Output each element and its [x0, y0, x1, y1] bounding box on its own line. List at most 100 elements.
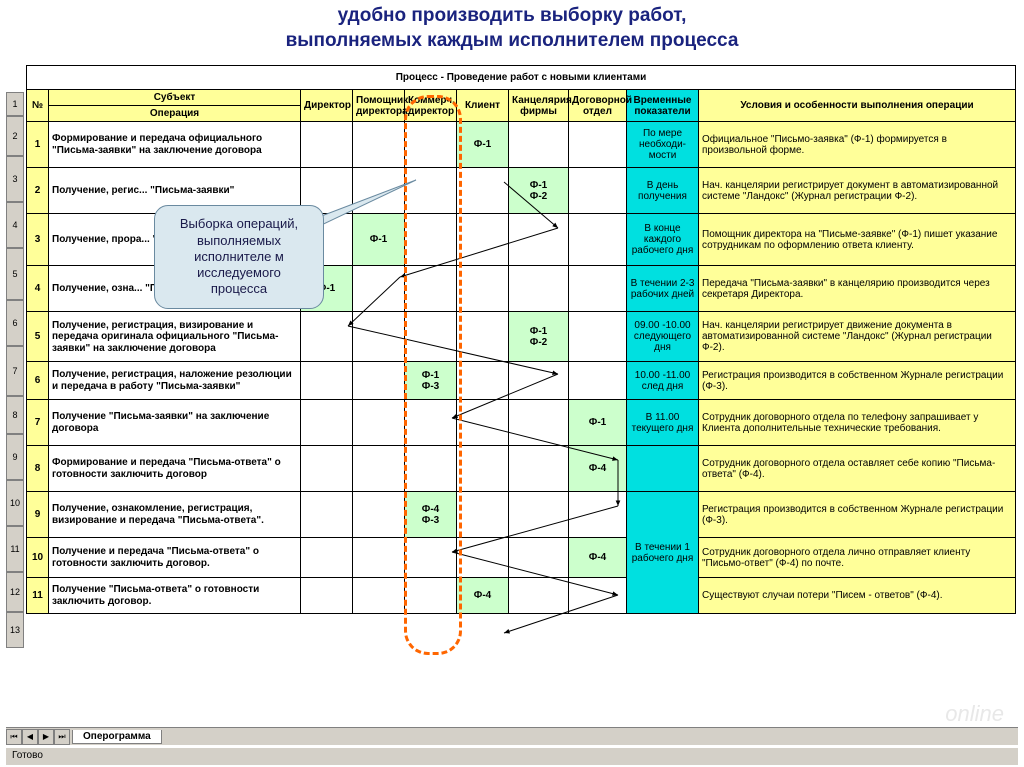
actor-cell [405, 312, 457, 362]
row-num: 8 [27, 446, 49, 492]
hdr-operation: Операция [49, 106, 301, 122]
actor-cell [509, 538, 569, 578]
row-num: 3 [27, 214, 49, 266]
time-cell: В день получения [627, 168, 699, 214]
actor-cell [569, 312, 627, 362]
condition-cell: Официальное "Письмо-заявка" (Ф-1) формир… [699, 122, 1016, 168]
table-row: 1Формирование и передача официального "П… [27, 122, 1016, 168]
condition-cell: Существуют случаи потери "Писем - ответо… [699, 578, 1016, 614]
table-row: 5Получение, регистрация, визирование и п… [27, 312, 1016, 362]
condition-cell: Передача "Письма-заявки" в канцелярию пр… [699, 266, 1016, 312]
actor-cell [301, 538, 353, 578]
actor-cell [509, 578, 569, 614]
actor-cell: Ф-1 Ф-3 [405, 362, 457, 400]
time-cell: В конце каждого рабочего дня [627, 214, 699, 266]
operation-cell: Получение "Письма-заявки" на заключение … [49, 400, 301, 446]
hdr-subject: Субъект [49, 90, 301, 106]
time-cell: В течении 2-3 рабочих дней [627, 266, 699, 312]
time-cell: В 11.00 текущего дня [627, 400, 699, 446]
condition-cell: Сотрудник договорного отдела лично отпра… [699, 538, 1016, 578]
hdr-actor-5: Договорной отдел [569, 90, 627, 122]
row-num: 9 [27, 492, 49, 538]
process-table: Процесс - Проведение работ с новыми клие… [26, 65, 1016, 614]
tab-next-btn[interactable]: ▶ [38, 729, 54, 745]
actor-cell [353, 400, 405, 446]
row-header[interactable]: 5 [6, 248, 24, 300]
process-title: Процесс - Проведение работ с новыми клие… [27, 66, 1016, 90]
actor-cell [457, 446, 509, 492]
title-line-2: выполняемых каждым исполнителем процесса [0, 29, 1024, 54]
table-row: 11Получение "Письма-ответа" о готовности… [27, 578, 1016, 614]
table-row: 10Получение и передача "Письма-ответа" о… [27, 538, 1016, 578]
actor-cell [569, 362, 627, 400]
row-header[interactable]: 10 [6, 480, 24, 526]
hdr-actor-2: Коммерч. директор [405, 90, 457, 122]
operation-cell: Получение "Письма-ответа" о готовности з… [49, 578, 301, 614]
row-num: 10 [27, 538, 49, 578]
row-header[interactable]: 8 [6, 396, 24, 434]
row-header[interactable]: 9 [6, 434, 24, 480]
actor-cell: Ф-1 Ф-2 [509, 312, 569, 362]
row-header[interactable]: 4 [6, 202, 24, 248]
actor-cell: Ф-1 [457, 122, 509, 168]
table-row: 7Получение "Письма-заявки" на заключение… [27, 400, 1016, 446]
table-row: 6Получение, регистрация, наложение резол… [27, 362, 1016, 400]
actor-cell [353, 266, 405, 312]
table-row: 9Получение, ознакомление, регистрация, в… [27, 492, 1016, 538]
actor-cell [353, 538, 405, 578]
row-header[interactable]: 7 [6, 346, 24, 396]
time-cell [627, 446, 699, 492]
actor-cell [457, 492, 509, 538]
row-header[interactable]: 13 [6, 612, 24, 648]
actor-cell [509, 214, 569, 266]
hdr-actor-0: Директор [301, 90, 353, 122]
table-body: 1Формирование и передача официального "П… [27, 122, 1016, 614]
row-header[interactable]: 11 [6, 526, 24, 572]
condition-cell: Регистрация производится в собственном Ж… [699, 362, 1016, 400]
actor-cell [509, 362, 569, 400]
actor-cell [457, 214, 509, 266]
row-num: 1 [27, 122, 49, 168]
actor-cell [301, 122, 353, 168]
title-line-1: удобно производить выборку работ, [0, 4, 1024, 29]
tab-last-btn[interactable]: ⏭ [54, 729, 70, 745]
condition-cell: Сотрудник договорного отдела оставляет с… [699, 446, 1016, 492]
actor-cell [353, 492, 405, 538]
time-cell: В течении 1 рабочего дня [627, 492, 699, 614]
actor-cell: Ф-1 Ф-2 [509, 168, 569, 214]
actor-cell [457, 538, 509, 578]
sheet-tab-active[interactable]: Оперограмма [72, 730, 162, 744]
page-title-area: удобно производить выборку работ, выполн… [0, 0, 1024, 65]
operation-cell: Формирование и передача "Письма-ответа" … [49, 446, 301, 492]
actor-cell [457, 362, 509, 400]
tab-first-btn[interactable]: ⏮ [6, 729, 22, 745]
operation-cell: Получение, ознакомление, регистрация, ви… [49, 492, 301, 538]
actor-cell [509, 446, 569, 492]
time-cell: По мере необходи-мости [627, 122, 699, 168]
condition-cell: Регистрация производится в собственном Ж… [699, 492, 1016, 538]
row-num: 11 [27, 578, 49, 614]
actor-cell: Ф-4 [569, 538, 627, 578]
operation-cell: Формирование и передача официального "Пи… [49, 122, 301, 168]
time-cell: 09.00 -10.00 следующего дня [627, 312, 699, 362]
condition-cell: Нач. канцелярии регистрирует движение до… [699, 312, 1016, 362]
condition-cell: Сотрудник договорного отдела по телефону… [699, 400, 1016, 446]
operation-cell: Получение, регистрация, визирование и пе… [49, 312, 301, 362]
tab-prev-btn[interactable]: ◀ [22, 729, 38, 745]
row-header[interactable]: 1 [6, 92, 24, 116]
sheet-tabs-bar: ⏮ ◀ ▶ ⏭ Оперограмма [6, 727, 1018, 745]
row-header[interactable]: 2 [6, 116, 24, 156]
watermark: online [945, 701, 1004, 727]
actor-cell [405, 578, 457, 614]
actor-cell [457, 168, 509, 214]
actor-cell [509, 492, 569, 538]
status-bar: Готово [6, 747, 1018, 765]
actor-cell [301, 578, 353, 614]
row-num: 2 [27, 168, 49, 214]
row-header[interactable]: 3 [6, 156, 24, 202]
hdr-conditions: Условия и особенности выполнения операци… [699, 90, 1016, 122]
row-header[interactable]: 12 [6, 572, 24, 612]
actor-cell [301, 312, 353, 362]
actor-cell [353, 312, 405, 362]
row-header[interactable]: 6 [6, 300, 24, 346]
